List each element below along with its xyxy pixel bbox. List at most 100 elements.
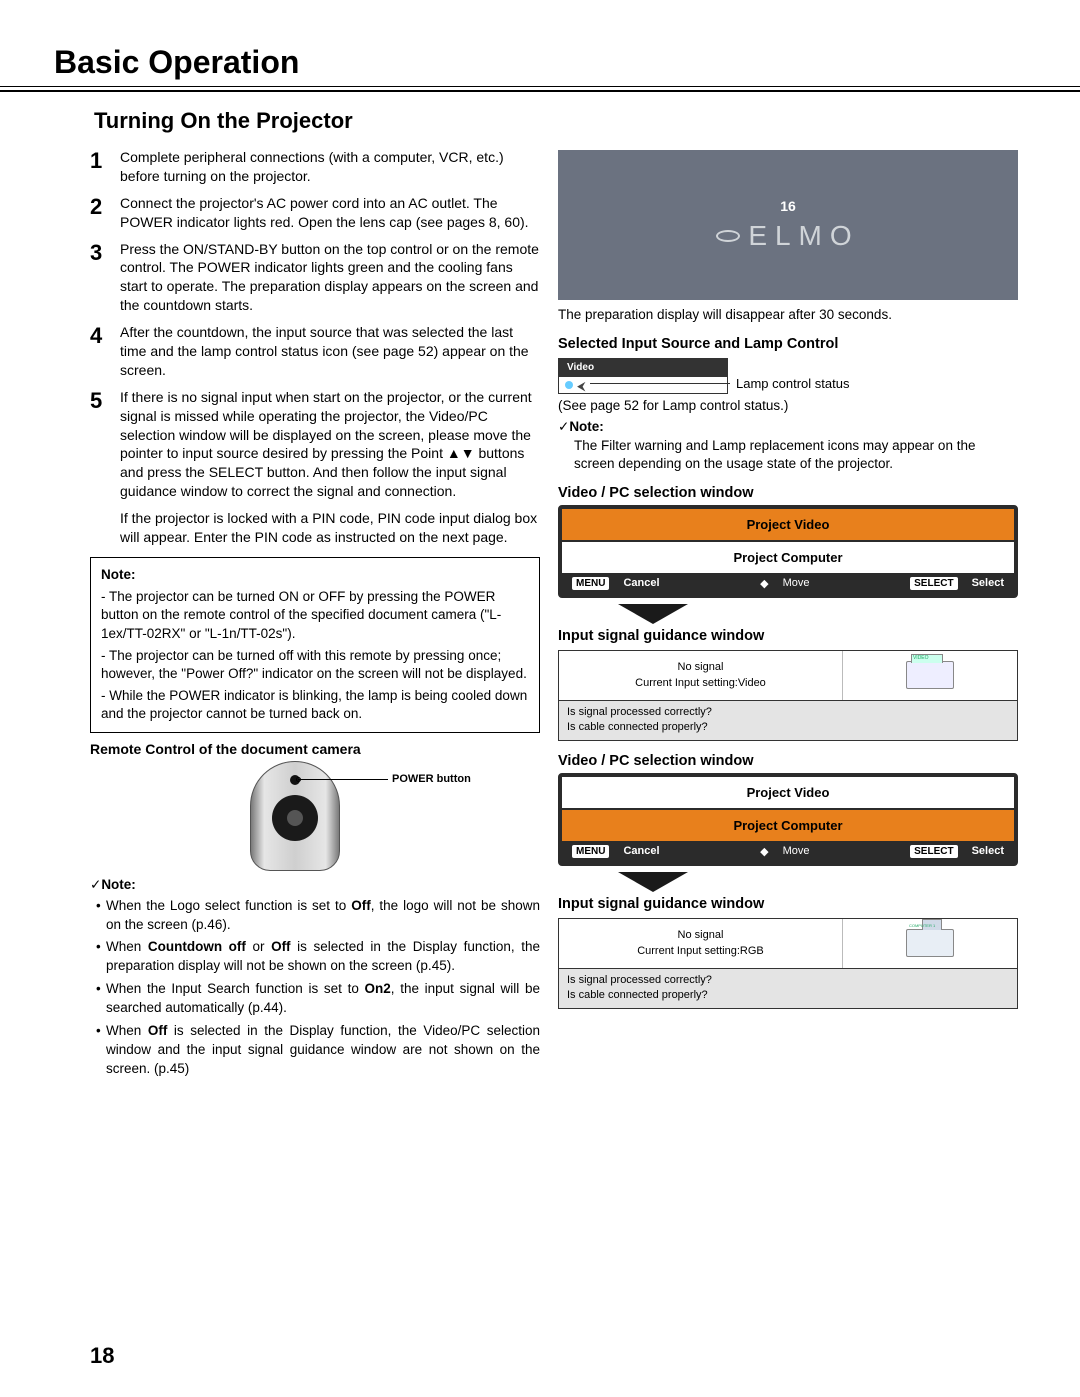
bullet-item: •When Off is selected in the Display fun… <box>90 1022 540 1079</box>
select-tag: SELECT <box>910 577 957 590</box>
menu-tag: MENU <box>572 845 609 858</box>
lamp-icon <box>565 381 573 389</box>
callout-line <box>590 383 730 384</box>
device-label: COMPUTER 1 <box>909 923 935 928</box>
t: Off <box>148 1023 168 1038</box>
t: Countdown off <box>148 939 246 954</box>
t: Off <box>271 939 291 954</box>
lamp-label: Lamp control status <box>736 376 849 391</box>
down-arrow-icon <box>618 872 688 892</box>
select-label: Select <box>972 577 1004 589</box>
check-note: ✓Note: <box>558 419 1018 435</box>
project-video-row: Project Video <box>562 509 1014 540</box>
check-icon: ✓ <box>90 877 101 892</box>
vpc-heading: Video / PC selection window <box>558 485 1018 501</box>
move-label: Move <box>783 577 810 589</box>
caption: The preparation display will disappear a… <box>558 306 1018 324</box>
step-number: 4 <box>90 323 120 380</box>
project-computer-row: Project Computer <box>562 540 1014 573</box>
vpc-heading-2: Video / PC selection window <box>558 753 1018 769</box>
step-number: 3 <box>90 240 120 316</box>
q1: Is signal processed correctly? <box>567 973 1009 988</box>
preparation-display: 16 ELMO <box>558 150 1018 300</box>
remote-heading: Remote Control of the document camera <box>90 741 540 757</box>
guidance-window-rgb: No signal Current Input setting:RGB COMP… <box>558 918 1018 1009</box>
step-text: Complete peripheral connections (with a … <box>120 148 540 186</box>
t: When <box>106 939 148 954</box>
q2: Is cable connected properly? <box>567 720 1009 735</box>
step-text: Connect the projector's AC power cord in… <box>120 194 540 232</box>
bullet-item: •When Countdown off or Off is selected i… <box>90 938 540 976</box>
down-arrow-icon <box>618 604 688 624</box>
source-label: Video <box>559 359 727 377</box>
select-label: Select <box>972 845 1004 857</box>
selection-window-computer: Project Video Project Computer MENU Canc… <box>558 773 1018 866</box>
note-item: - The projector can be turned off with t… <box>101 647 529 683</box>
t: When the Logo select function is set to <box>106 898 351 913</box>
q1: Is signal processed correctly? <box>567 705 1009 720</box>
bullet-item: •When the Input Search function is set t… <box>90 980 540 1018</box>
no-signal: No signal <box>563 927 838 944</box>
note-label: Note: <box>569 419 604 434</box>
move-arrows-icon: ◆ <box>760 845 768 858</box>
guide-left: No signal Current Input setting:RGB <box>559 919 843 968</box>
t: is selected in the Display function, the… <box>106 1023 540 1076</box>
step-number: 2 <box>90 194 120 232</box>
note-item: - The projector can be turned ON or OFF … <box>101 588 529 643</box>
arrow-icon: ⮜ <box>577 379 586 394</box>
rule-thin <box>0 86 1080 87</box>
step-2: 2 Connect the projector's AC power cord … <box>90 194 540 232</box>
elmo-text: ELMO <box>748 220 859 252</box>
step-number: 5 <box>90 388 120 501</box>
menu-tag: MENU <box>572 577 609 590</box>
page-title: Basic Operation <box>54 44 299 81</box>
remote-figure: POWER button <box>90 761 540 871</box>
isg-heading-2: Input signal guidance window <box>558 896 1018 912</box>
select-tag: SELECT <box>910 845 957 858</box>
q2: Is cable connected properly? <box>567 988 1009 1003</box>
section-title: Turning On the Projector <box>94 108 353 134</box>
t: or <box>246 939 271 954</box>
source-heading: Selected Input Source and Lamp Control <box>558 336 1018 352</box>
menu-bar: MENU Cancel ◆ Move SELECT Select <box>562 573 1014 594</box>
guidance-window-video: No signal Current Input setting:Video VI… <box>558 650 1018 741</box>
t: When the Input Search function is set to <box>106 981 365 996</box>
no-signal: No signal <box>563 659 838 676</box>
guide-right: VIDEO <box>843 651 1017 700</box>
current-input: Current Input setting:RGB <box>563 943 838 960</box>
device-label: VIDEO <box>913 655 929 661</box>
menu-bar: MENU Cancel ◆ Move SELECT Select <box>562 841 1014 862</box>
cancel-label: Cancel <box>623 577 659 589</box>
step-5: 5 If there is no signal input when start… <box>90 388 540 501</box>
step-3: 3 Press the ON/STAND-BY button on the to… <box>90 240 540 316</box>
note-label: Note: <box>101 877 136 892</box>
step-text: If there is no signal input when start o… <box>120 388 540 501</box>
eye-icon <box>716 230 740 242</box>
lamp-ref: (See page 52 for Lamp control status.) <box>558 398 1018 413</box>
note-box: Note: - The projector can be turned ON o… <box>90 557 540 733</box>
move-label: Move <box>783 845 810 857</box>
t: When <box>106 1023 148 1038</box>
check-icon: ✓ <box>558 419 569 434</box>
cancel-label: Cancel <box>623 845 659 857</box>
bullet-list: •When the Logo select function is set to… <box>90 897 540 1079</box>
bullet-item: •When the Logo select function is set to… <box>90 897 540 935</box>
step-1: 1 Complete peripheral connections (with … <box>90 148 540 186</box>
selection-window-video: Project Video Project Computer MENU Canc… <box>558 505 1018 598</box>
pin-code-text: If the projector is locked with a PIN co… <box>120 509 540 547</box>
countdown-number: 16 <box>780 198 796 214</box>
left-column: 1 Complete peripheral connections (with … <box>90 148 540 1079</box>
isg-heading: Input signal guidance window <box>558 628 1018 644</box>
guide-questions: Is signal processed correctly? Is cable … <box>559 700 1017 740</box>
step-number: 1 <box>90 148 120 186</box>
guide-right: COMPUTER 1 <box>843 919 1017 968</box>
note-title: Note: <box>101 567 136 582</box>
guide-left: No signal Current Input setting:Video <box>559 651 843 700</box>
remote-center-icon <box>287 810 303 826</box>
source-box: Video ⮜ <box>558 358 728 394</box>
power-button-label: POWER button <box>392 773 471 785</box>
computer-device-icon: COMPUTER 1 <box>906 929 954 957</box>
elmo-logo: ELMO <box>716 220 859 252</box>
note-text: The Filter warning and Lamp replacement … <box>558 437 1018 473</box>
guide-questions: Is signal processed correctly? Is cable … <box>559 968 1017 1008</box>
